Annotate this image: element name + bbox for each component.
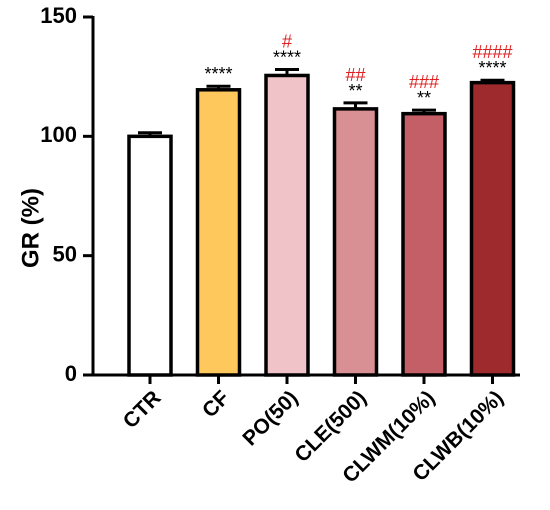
significance-vs-ctr: **** — [204, 64, 232, 84]
significance-vs-ctr: ** — [417, 88, 431, 108]
y-tick-label: 50 — [53, 241, 77, 266]
bar — [127, 134, 173, 377]
significance-vs-ctr: **** — [478, 58, 506, 78]
significance-vs-ctr: **** — [273, 48, 301, 68]
significance-vs-cf: #### — [472, 42, 512, 62]
bars: ********#**##**###****#### — [127, 32, 516, 377]
y-tick-label: 0 — [65, 361, 77, 386]
significance-vs-cf: ## — [345, 65, 365, 85]
bar — [195, 88, 242, 377]
x-category-label: CF — [198, 386, 234, 422]
significance-vs-ctr: ** — [348, 81, 362, 101]
bar — [401, 111, 447, 377]
x-category-label: CTR — [119, 386, 166, 433]
y-tick-label: 150 — [40, 3, 77, 28]
y-axis: 0 50 100 150 — [40, 3, 95, 386]
bar — [332, 107, 379, 377]
y-axis-title: GR (%) — [17, 188, 44, 268]
significance-vs-cf: ### — [409, 72, 439, 92]
x-axis: CTR CF PO(50)CLE(500)CLWM(10%)CLWB(10%) — [91, 373, 520, 488]
bar — [469, 80, 516, 377]
y-tick-label: 100 — [40, 122, 77, 147]
bar — [264, 73, 310, 377]
x-category-label: PO(50) — [238, 386, 302, 450]
significance-vs-cf: # — [282, 32, 292, 52]
